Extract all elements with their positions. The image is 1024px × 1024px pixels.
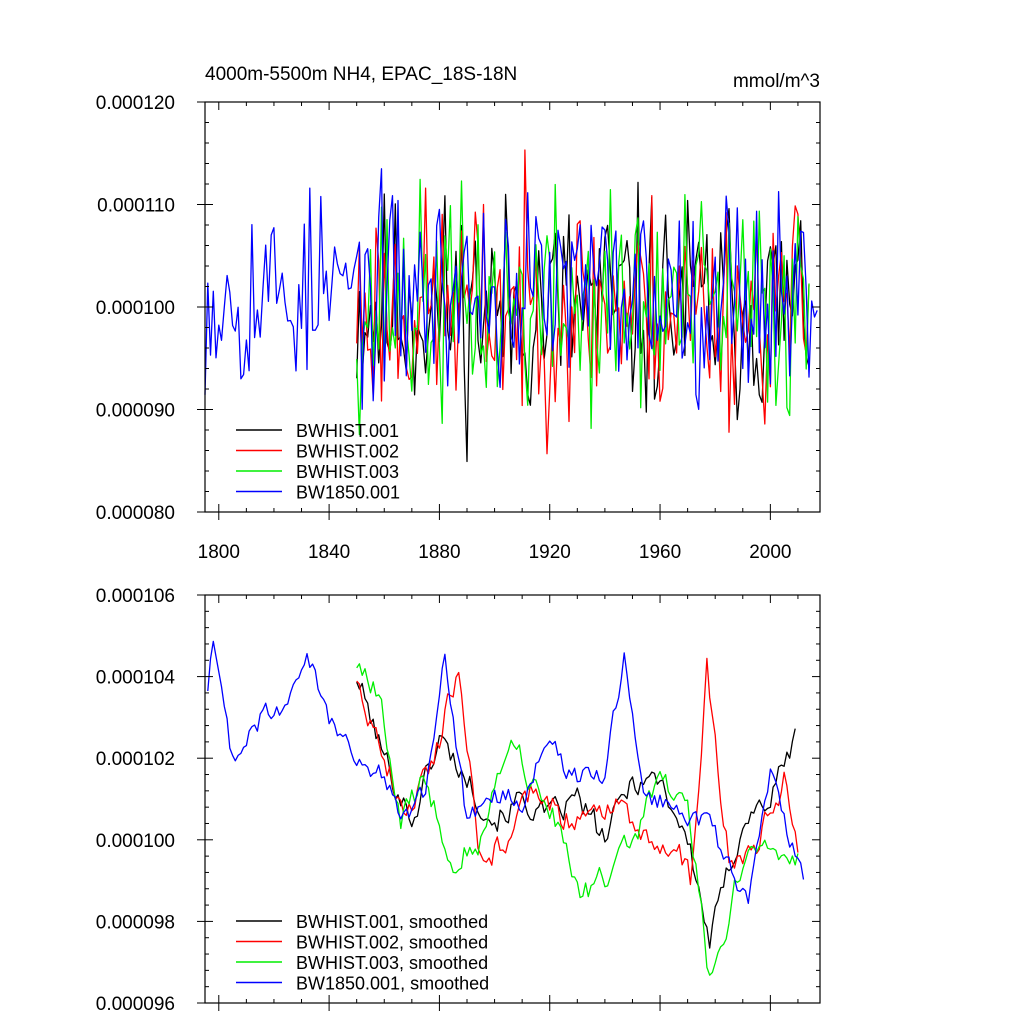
y-tick-label: 0.000102 [96, 749, 175, 770]
legend-label: BWHIST.003 [296, 462, 399, 482]
chart-title: 4000m-5500m NH4, EPAC_18S-18N [205, 64, 517, 85]
legend-label: BW1850.001 [296, 483, 400, 503]
y-tick-label: 0.000104 [96, 668, 176, 689]
y-tick-label: 0.000100 [96, 831, 175, 852]
legend-label: BWHIST.002 [296, 442, 399, 462]
series-line-3 [356, 178, 810, 436]
units-label: mmol/m^3 [733, 71, 820, 92]
y-tick-label: 0.000106 [96, 586, 175, 607]
series-line-4 [207, 640, 805, 905]
series-line-1 [356, 681, 796, 949]
bottom-panel: 0.000096 0.000098 0.000100 0.000102 0.000104… [96, 586, 821, 1015]
legend-label: BWHIST.002, smoothed [296, 933, 488, 953]
legend-label: BW1850.001, smoothed [296, 974, 489, 994]
x-tick-label: 1960 [639, 542, 681, 563]
y-tick-label: 0.000098 [96, 912, 175, 933]
y-tick-label: 0.000096 [96, 994, 175, 1015]
x-tick-label: 1920 [529, 542, 571, 563]
x-tick-label: 1800 [198, 542, 240, 563]
y-tick-label: 0.000120 [96, 93, 175, 114]
series-line-2 [356, 657, 799, 886]
x-tick-label: 2000 [749, 542, 791, 563]
series-line-3 [356, 663, 799, 976]
series-line-4 [204, 168, 818, 411]
top-panel: 1800 1840 1880 1920 1960 2000 0.000080 0.000090… [96, 64, 821, 563]
x-tick-label: 1840 [308, 542, 350, 563]
legend-label: BWHIST.001 [296, 421, 399, 441]
legend-label: BWHIST.003, smoothed [296, 953, 488, 973]
y-tick-label: 0.000080 [96, 503, 175, 524]
legend-label: BWHIST.001, smoothed [296, 912, 488, 932]
plot-frame [204, 594, 821, 1004]
y-tick-label: 0.000100 [96, 298, 175, 319]
x-tick-label: 1880 [418, 542, 460, 563]
y-tick-label: 0.000090 [96, 401, 175, 422]
y-tick-label: 0.000110 [97, 196, 175, 217]
